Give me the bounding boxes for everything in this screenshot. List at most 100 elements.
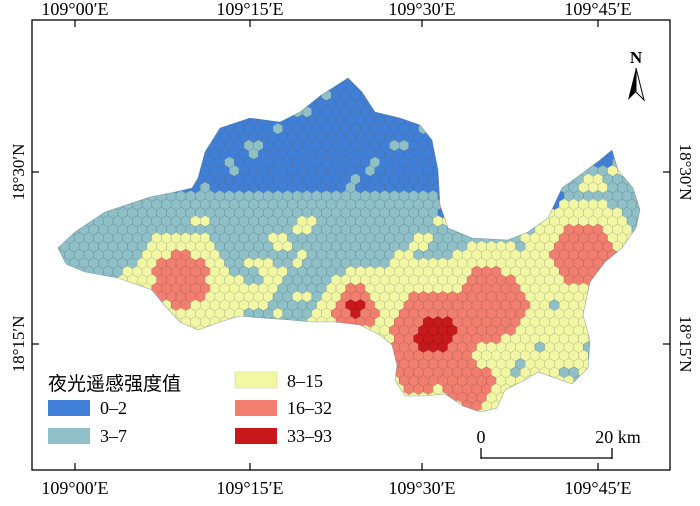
hex-cell [141, 181, 153, 194]
hex-cell [58, 114, 65, 127]
hex-cell [452, 97, 463, 110]
hex-cell [258, 97, 269, 110]
hex-cell [631, 240, 640, 253]
hex-cell [602, 274, 613, 286]
hex-cell [602, 122, 613, 135]
hex-cell [481, 80, 492, 93]
hex-cell [597, 114, 608, 127]
hex-cell [146, 408, 157, 412]
legend-label: 16–32 [287, 398, 332, 418]
hex-cell [583, 78, 594, 85]
hex-cell [602, 106, 613, 118]
hex-cell [297, 349, 308, 362]
north-arrow: N [628, 48, 645, 102]
hex-cell [486, 206, 497, 219]
hex-cell [544, 122, 555, 135]
hex-cell [190, 400, 201, 412]
hex-cell [224, 358, 235, 370]
hex-cell [437, 78, 448, 85]
hex-cell [602, 307, 613, 320]
hex-cell [98, 324, 109, 337]
hex-cell [360, 391, 371, 404]
hex-cell [117, 341, 128, 354]
hex-cell [471, 97, 482, 110]
left-tick-label: 18°15′N [9, 316, 28, 373]
hex-cell [146, 122, 157, 135]
hex-cell [141, 131, 153, 144]
hex-cell [374, 383, 385, 396]
hex-cell [642, 342, 652, 353]
hex-cell [554, 106, 565, 118]
hex-cell [117, 89, 128, 102]
hex-cell [578, 400, 589, 412]
hex-cell [626, 383, 638, 396]
hex-cell [384, 400, 395, 412]
hex-cell [631, 324, 640, 337]
hex-cell [442, 164, 453, 177]
hex-cell [83, 164, 94, 177]
hex-cell [432, 400, 444, 412]
hex-cell [175, 139, 187, 152]
hex-cell [204, 324, 216, 337]
hex-cell [510, 181, 521, 194]
hex-cell [335, 400, 347, 412]
hex-cell [529, 114, 541, 127]
hex-cell [58, 206, 60, 219]
hex-cell [64, 215, 75, 228]
hex-cell [137, 122, 148, 135]
hex-cell [185, 78, 196, 85]
hex-cell [180, 164, 191, 177]
hex-cell [636, 114, 640, 127]
hex-cell [117, 324, 128, 337]
hex-cell [73, 148, 85, 160]
hex-cell [476, 173, 487, 186]
nightlight-hex-grid [45, 64, 652, 412]
hex-cell [78, 307, 90, 320]
hex-cell [481, 215, 492, 228]
hex-cell [491, 164, 502, 177]
hex-cell [45, 283, 55, 294]
hex-cell [238, 332, 250, 345]
hex-cell [214, 358, 225, 370]
legend-label: 8–15 [287, 371, 323, 391]
hex-cell [622, 341, 633, 354]
hex-cell [520, 400, 531, 412]
hex-cell [607, 282, 618, 295]
hex-cell [59, 358, 70, 370]
hex-cell [525, 139, 536, 152]
hex-cell [200, 383, 211, 396]
hex-cell [234, 324, 245, 337]
hex-cell [447, 122, 458, 135]
hex-cell [195, 341, 206, 354]
hex-cell [529, 97, 541, 110]
hex-cell [209, 383, 220, 396]
hex-cell [340, 341, 351, 354]
hex-cell [151, 80, 162, 93]
hex-cell [505, 391, 516, 404]
hex-cell [268, 64, 278, 75]
hex-cell [316, 349, 327, 362]
hex-cell [195, 122, 206, 135]
hex-cell [622, 290, 633, 303]
hex-cell [588, 383, 599, 396]
hex-cell [170, 164, 182, 177]
hex-cell [73, 349, 85, 362]
hex-cell [117, 290, 128, 303]
hex-cell [272, 78, 284, 85]
hex-cell [331, 78, 342, 85]
hex-cell [350, 408, 361, 412]
hex-cell [597, 383, 608, 396]
hex-cell [103, 181, 114, 194]
hex-cell [195, 106, 206, 118]
hex-cell [442, 181, 453, 194]
hex-cell [592, 122, 604, 135]
hex-cell [272, 324, 284, 337]
hex-cell [534, 173, 545, 186]
hex-cell [544, 106, 555, 118]
hex-cell [112, 349, 123, 362]
hex-cell [486, 408, 497, 412]
hex-cell [238, 80, 250, 93]
hex-cell [413, 80, 424, 93]
hex-cell [379, 89, 390, 102]
hex-cell [404, 64, 414, 75]
